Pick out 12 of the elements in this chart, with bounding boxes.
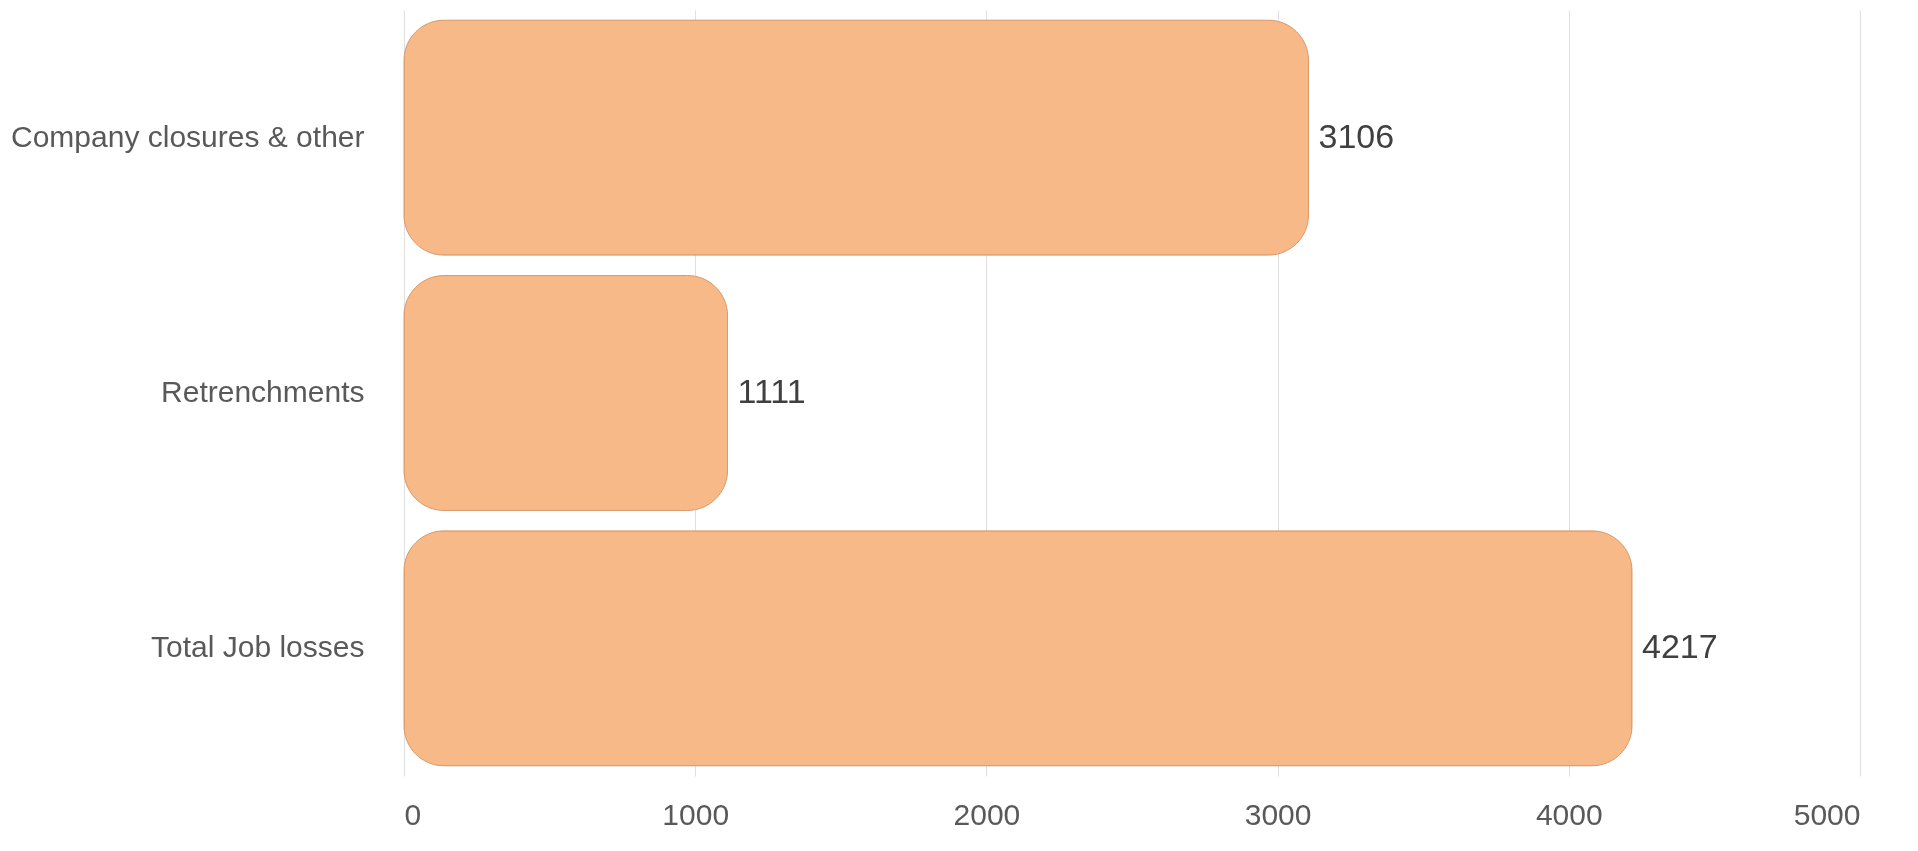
x-tick-label: 4000 [1535, 797, 1603, 831]
y-tick-label: Total Job losses [151, 630, 365, 664]
x-tick-label: 5000 [1793, 797, 1861, 831]
x-tick-label: 1000 [662, 797, 730, 831]
x-tick-label: 0 [404, 797, 422, 831]
data-label: 3106 [1318, 116, 1395, 155]
data-label: 1111 [737, 372, 806, 410]
data-label: 4217 [1641, 627, 1718, 666]
x-tick-label: 2000 [953, 797, 1021, 831]
y-tick-label: Company closures & other [11, 119, 365, 153]
x-tick-label: 3000 [1244, 797, 1312, 831]
y-tick-label: Retrenchments [161, 375, 365, 408]
